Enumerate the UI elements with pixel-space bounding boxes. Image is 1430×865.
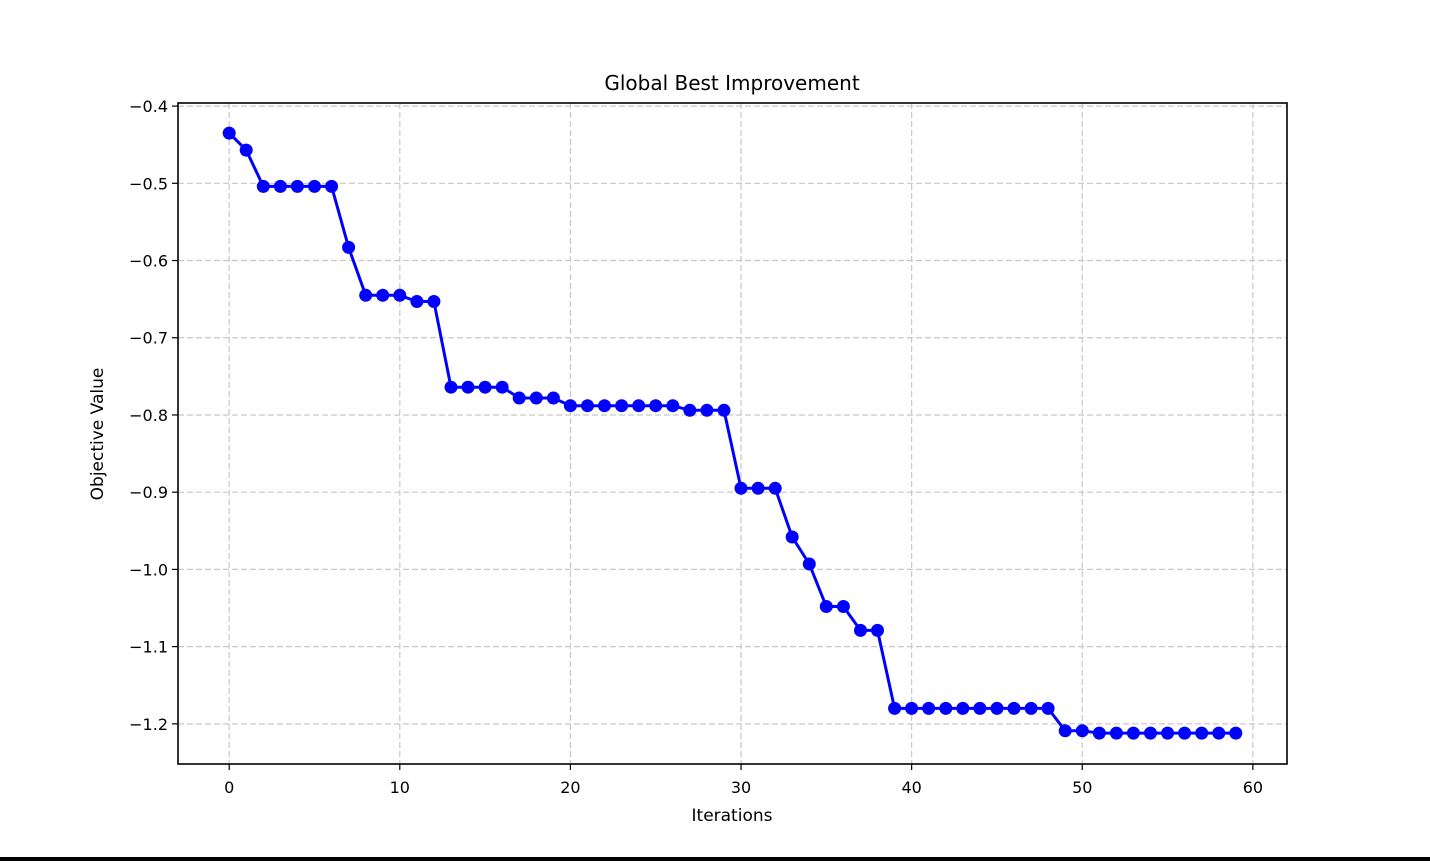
chart-title: Global Best Improvement <box>604 71 860 95</box>
data-point-marker <box>717 403 731 417</box>
data-point-marker <box>956 701 970 715</box>
data-point-marker <box>871 623 884 637</box>
data-point-marker <box>239 143 253 157</box>
x-tick-label: 40 <box>901 778 921 797</box>
data-point-marker <box>751 481 765 495</box>
data-point-marker <box>1195 726 1209 740</box>
data-point-marker <box>734 481 748 495</box>
y-axis-ticks: −0.4 −0.5 −0.6 −0.7 −0.8 −0.9 −1.0 −1.1 −1.2 <box>129 97 178 734</box>
y-tick-label: −0.4 <box>129 97 168 116</box>
data-point-marker <box>256 179 270 193</box>
data-point-marker <box>376 288 390 302</box>
y-tick-label: −1.1 <box>129 638 168 657</box>
x-tick-label: 10 <box>390 778 410 797</box>
data-point-marker <box>854 623 867 637</box>
data-point-marker <box>666 399 680 413</box>
data-point-marker <box>1126 726 1140 740</box>
data-point-marker <box>427 295 441 308</box>
data-point-marker <box>410 295 424 308</box>
grid-lines <box>178 103 1287 764</box>
x-axis-label: Iterations <box>692 806 773 826</box>
data-point-marker <box>1075 724 1089 738</box>
y-tick-label: −0.9 <box>129 483 168 502</box>
data-point-marker <box>700 403 714 417</box>
data-point-marker <box>1212 726 1226 740</box>
data-point-marker <box>325 179 339 193</box>
data-point-marker <box>632 399 646 413</box>
data-point-marker <box>1041 701 1055 715</box>
bottom-border <box>0 857 1430 861</box>
data-point-marker <box>1007 701 1021 715</box>
data-point-marker <box>1161 726 1175 740</box>
data-point-marker <box>683 403 697 417</box>
data-point-marker <box>529 391 543 405</box>
data-point-marker <box>1024 701 1038 715</box>
data-point-marker <box>598 399 611 413</box>
data-point-marker <box>222 126 236 140</box>
data-point-marker <box>393 288 407 302</box>
data-point-marker <box>768 481 782 495</box>
data-series-line <box>228 132 1236 735</box>
data-point-marker <box>342 240 356 254</box>
data-point-marker <box>1058 724 1072 738</box>
y-tick-label: −0.5 <box>129 174 168 193</box>
data-point-marker <box>546 391 560 405</box>
data-point-marker <box>905 701 919 715</box>
data-point-marker <box>290 179 304 193</box>
y-tick-label: −1.2 <box>129 715 168 734</box>
data-point-marker <box>359 288 373 302</box>
y-tick-label: −0.8 <box>129 406 168 425</box>
data-point-marker <box>1109 726 1123 740</box>
data-point-marker <box>273 179 287 193</box>
y-axis-label: Objective Value <box>88 368 108 501</box>
data-point-marker <box>649 399 663 413</box>
x-tick-label: 60 <box>1243 778 1263 797</box>
data-point-marker <box>1229 726 1243 740</box>
data-point-marker <box>563 399 577 413</box>
x-tick-label: 0 <box>224 778 234 797</box>
x-tick-label: 50 <box>1072 778 1092 797</box>
x-tick-label: 20 <box>560 778 580 797</box>
data-point-marker <box>478 380 492 394</box>
data-point-marker <box>888 701 902 715</box>
data-point-marker <box>922 701 936 715</box>
data-point-marker <box>939 701 953 715</box>
y-tick-label: −0.7 <box>129 329 168 348</box>
data-point-marker <box>444 380 458 394</box>
data-point-marker <box>308 179 321 193</box>
data-point-marker <box>990 701 1004 715</box>
x-tick-label: 30 <box>731 778 751 797</box>
data-point-marker <box>836 600 850 613</box>
data-point-markers <box>222 126 1243 740</box>
axes-frame <box>177 102 1288 765</box>
data-point-marker <box>802 557 816 571</box>
data-point-marker <box>973 701 987 715</box>
data-point-marker <box>819 600 833 613</box>
data-point-marker <box>1092 726 1106 740</box>
data-point-marker <box>785 530 799 544</box>
data-point-marker <box>1178 726 1192 740</box>
y-tick-label: −1.0 <box>129 560 168 579</box>
data-point-marker <box>615 399 629 413</box>
y-tick-label: −0.6 <box>129 252 168 271</box>
data-point-marker <box>581 399 594 413</box>
data-point-marker <box>461 380 475 394</box>
data-point-marker <box>1144 726 1157 740</box>
data-point-marker <box>495 380 509 394</box>
data-point-marker <box>512 391 526 405</box>
x-axis-ticks: 0 10 20 30 40 50 60 <box>224 764 1263 797</box>
series-line <box>228 132 1236 735</box>
